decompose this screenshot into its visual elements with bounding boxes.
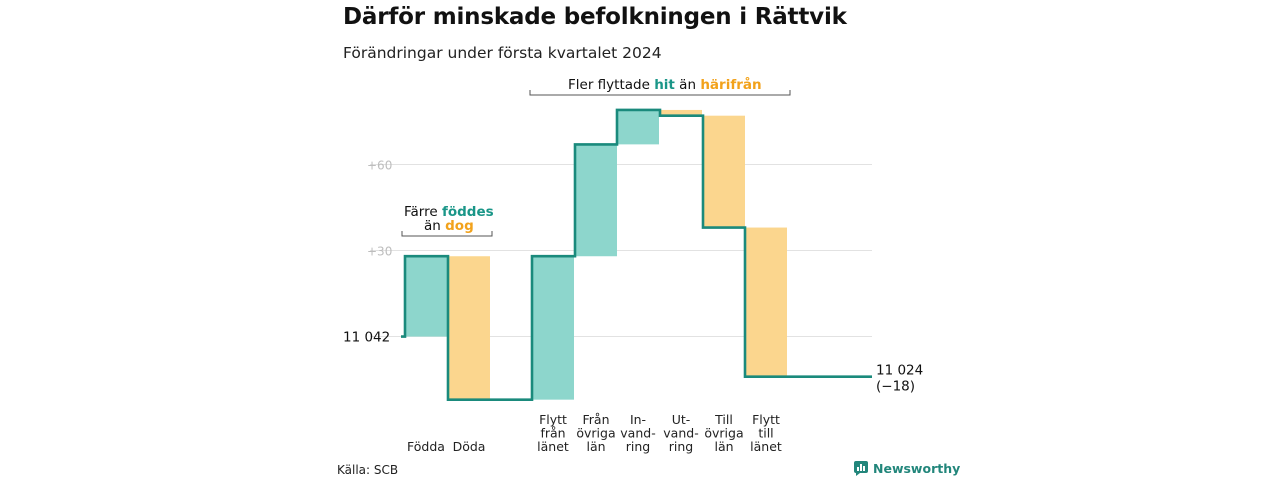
moves-bracket [529, 90, 791, 96]
y-tick-label: +60 [367, 158, 392, 172]
annotation-text: Fler flyttade [568, 77, 654, 93]
waterfall-chart: +60+30 Födda DödaFlyttfrånlänetFrånövriga… [343, 76, 923, 454]
end-value-label: 11 024 [876, 363, 923, 379]
category-label: Ut- [672, 412, 691, 427]
brand-name: Newsworthy [873, 461, 961, 476]
waterfall-step-line [401, 108, 872, 401]
category-label: ring [626, 439, 650, 454]
category-label: Flytt [752, 412, 780, 427]
category-label: In- [630, 412, 646, 427]
category-label: Till [714, 412, 733, 427]
brand: Newsworthy [854, 461, 960, 476]
start-value-label: 11 042 [343, 330, 390, 346]
annotation-text: Färre [404, 204, 442, 220]
y-tick-label: +30 [367, 245, 392, 259]
annotation-highlight-away: härifrån [700, 76, 761, 93]
category-label: län [714, 439, 733, 454]
annotation-highlight-died: dog [445, 218, 474, 234]
source-note: Källa: SCB [337, 463, 399, 477]
category-label: övriga [704, 426, 743, 441]
births-annotation-line1: Färre föddes [404, 204, 494, 220]
chart-title: Därför minskade befolkningen i Rättvik [343, 4, 847, 30]
category-label: till [758, 426, 773, 441]
category-label: ring [669, 439, 693, 454]
bar-decrease [745, 227, 787, 377]
category-label: länet [537, 439, 569, 454]
newsworthy-logo-icon [854, 461, 868, 476]
step-line [401, 108, 872, 401]
bars [405, 109, 787, 400]
annotation-highlight-here: hit [654, 77, 675, 93]
category-label: Döda [453, 439, 486, 454]
end-change-label: (−18) [876, 379, 915, 395]
bar-increase [405, 256, 447, 337]
category-label: länet [750, 439, 782, 454]
category-label: vand- [620, 426, 655, 441]
bar-decrease [660, 109, 702, 116]
annotation-text: än [424, 218, 445, 234]
bar-increase [532, 256, 574, 400]
category-label: län [586, 439, 605, 454]
category-label: från [540, 426, 565, 441]
moves-annotation: Fler flyttade hit än härifrån [568, 76, 762, 93]
births-annotation-line2: än dog [424, 218, 474, 234]
bar-decrease [703, 115, 745, 228]
births-bracket [401, 231, 493, 237]
chart-subtitle: Förändringar under första kvartalet 2024 [343, 44, 662, 62]
category-labels: Födda DödaFlyttfrånlänetFrånövrigalänIn-v… [343, 330, 923, 454]
grid-lines: +60 +30 [367, 158, 872, 338]
annotation-text: än [675, 77, 700, 93]
bar-decrease [448, 256, 490, 400]
annotation-highlight-born: föddes [442, 204, 494, 220]
category-label: Från [582, 412, 609, 427]
category-label: övriga [576, 426, 615, 441]
bar-increase [575, 144, 617, 257]
category-label: Flytt [539, 412, 567, 427]
category-label: vand- [663, 426, 698, 441]
bar-increase [617, 109, 659, 145]
category-label: Födda [407, 439, 445, 454]
